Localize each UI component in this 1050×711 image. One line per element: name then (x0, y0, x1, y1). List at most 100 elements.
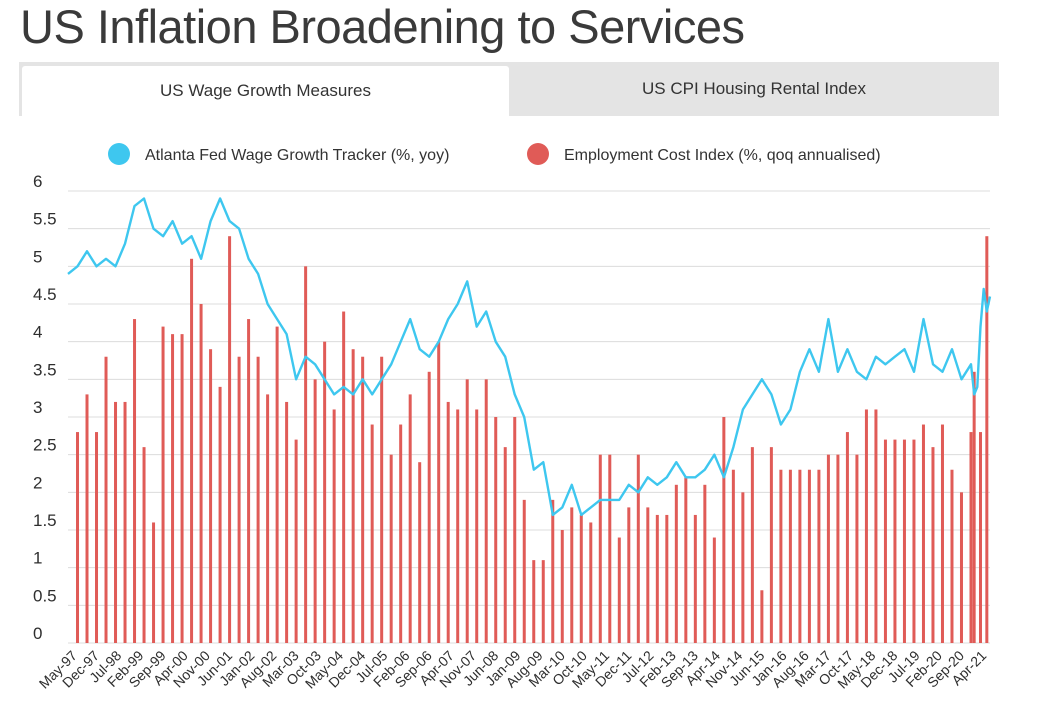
eci-bar (845, 432, 849, 643)
eci-bar (465, 379, 469, 643)
eci-bar (161, 326, 165, 643)
eci-bar (655, 514, 659, 643)
eci-bar (380, 356, 384, 643)
eci-bar (560, 530, 564, 643)
eci-bar (475, 409, 479, 643)
eci-bar (294, 439, 298, 643)
eci-bar (608, 454, 612, 643)
eci-bar (589, 522, 593, 643)
eci-bar (579, 514, 583, 643)
eci-bar (171, 334, 175, 643)
eci-bar (731, 469, 735, 643)
eci-bar (684, 477, 688, 643)
y-tick-label: 3 (33, 398, 42, 417)
legend-label-atlanta-fed: Atlanta Fed Wage Growth Tracker (%, yoy) (145, 147, 449, 164)
eci-bar (836, 454, 840, 643)
legend-label-eci: Employment Cost Index (%, qoq annualised… (564, 147, 881, 164)
eci-bar (399, 424, 403, 643)
eci-bar (389, 454, 393, 643)
eci-bar (722, 417, 726, 643)
eci-bar (551, 499, 555, 643)
eci-bar (142, 447, 146, 643)
eci-bar (522, 499, 526, 643)
eci-bar (408, 394, 412, 643)
eci-bar (446, 401, 450, 643)
y-tick-label: 1.5 (33, 511, 57, 530)
y-tick-label: 4.5 (33, 285, 57, 304)
eci-bar (902, 439, 906, 643)
eci-bar (950, 469, 954, 643)
y-tick-label: 2 (33, 473, 42, 492)
eci-bar (304, 266, 308, 643)
eci-bar (427, 371, 431, 643)
legend: Atlanta Fed Wage Growth Tracker (%, yoy)… (108, 143, 881, 165)
tab-us-cpi-housing-rental-index[interactable]: US CPI Housing Rental Index (642, 79, 866, 98)
eci-bar (598, 454, 602, 643)
y-tick-label: 1 (33, 549, 42, 568)
y-tick-label: 6 (33, 172, 42, 191)
eci-bar (503, 447, 507, 643)
page-title: US Inflation Broadening to Services (20, 0, 745, 53)
eci-bar (741, 492, 745, 643)
eci-bar (237, 356, 241, 643)
eci-bar (85, 394, 89, 643)
eci-bar (703, 484, 707, 643)
y-tick-label: 5.5 (33, 210, 57, 229)
eci-bar (266, 394, 270, 643)
eci-bar (817, 469, 821, 643)
eci-bar (779, 469, 783, 643)
eci-bar (769, 447, 773, 643)
wage-growth-chart: Atlanta Fed Wage Growth Tracker (%, yoy)… (33, 143, 992, 692)
eci-bar (323, 341, 327, 643)
eci-bar (370, 424, 374, 643)
tab-us-wage-growth-measures[interactable]: US Wage Growth Measures (22, 66, 509, 116)
eci-bar (674, 484, 678, 643)
y-tick-label: 4 (33, 323, 42, 342)
eci-bar (760, 590, 764, 643)
eci-bar (931, 447, 935, 643)
eci-bar (807, 469, 811, 643)
eci-bar (798, 469, 802, 643)
eci-bar (646, 507, 650, 643)
eci-bar (969, 432, 973, 643)
eci-bar (190, 258, 194, 643)
eci-bar (855, 454, 859, 643)
eci-bar (180, 334, 184, 643)
eci-bar (76, 432, 80, 643)
eci-bar (541, 560, 545, 643)
eci-bar (959, 492, 963, 643)
eci-bar (95, 432, 99, 643)
legend-marker-atlanta-fed (108, 143, 130, 165)
eci-bar (921, 424, 925, 643)
eci-bar (209, 349, 213, 643)
eci-bar (218, 386, 222, 643)
eci-bar (494, 417, 498, 643)
eci-bar (123, 401, 127, 643)
eci-bar (133, 319, 137, 643)
eci-bar (313, 379, 317, 643)
y-tick-label: 2.5 (33, 436, 57, 455)
y-axis: 0 0.5 1 1.5 2 2.5 3 3.5 4 4.5 5 5.5 6 (33, 172, 57, 643)
eci-bar (342, 311, 346, 643)
eci-bar (636, 454, 640, 643)
eci-bar (456, 409, 460, 643)
tab-bar: US Wage Growth Measures US CPI Housing R… (19, 62, 999, 116)
eci-bar (874, 409, 878, 643)
eci-bar (665, 514, 669, 643)
eci-bar (972, 371, 976, 643)
eci-bar (940, 424, 944, 643)
wage-line-layer (67, 197, 992, 517)
eci-bar (712, 537, 716, 643)
eci-bar (788, 469, 792, 643)
legend-marker-eci (527, 143, 549, 165)
eci-bar (513, 417, 517, 643)
eci-bar (332, 409, 336, 643)
wage-growth-line (67, 197, 992, 517)
chart-area: Atlanta Fed Wage Growth Tracker (%, yoy)… (0, 118, 1050, 711)
eci-bar (532, 560, 536, 643)
eci-bar (750, 447, 754, 643)
grid (68, 190, 990, 644)
eci-bar (351, 349, 355, 643)
eci-bar (275, 326, 279, 643)
eci-bar (285, 401, 289, 643)
